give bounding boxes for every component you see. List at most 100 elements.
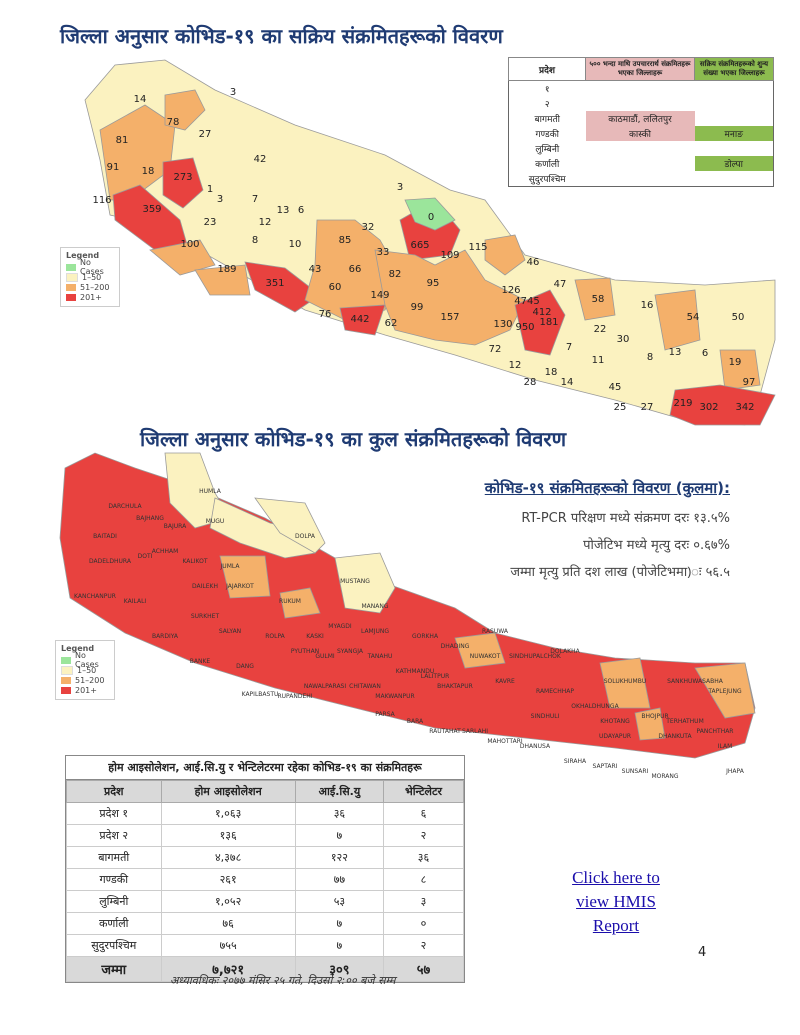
- district-name-label: NAWALPARASI: [304, 683, 346, 690]
- district-active-count-label: 109: [440, 250, 459, 261]
- district-name-label: JHAPA: [725, 768, 745, 775]
- district-active-count-label: 6: [298, 205, 304, 216]
- district-name-label: BAITADI: [93, 533, 117, 540]
- table-row: बागमती काठमाडौं, ललितपुर: [509, 111, 774, 126]
- district-active-count-label: 76: [319, 309, 332, 320]
- table-cell: ८: [383, 868, 464, 891]
- district-active-count-label: 16: [641, 300, 654, 311]
- district-name-label: BARDIYA: [152, 633, 179, 640]
- table-cell: गण्डकी: [535, 130, 559, 140]
- district-name-label: TAPLEJUNG: [707, 688, 742, 695]
- district-name-label: KAPILBASTU: [242, 691, 279, 698]
- district-active-count-label: 3: [230, 87, 236, 98]
- table-cell: ७५५: [160, 934, 296, 957]
- legend-item: No Cases: [66, 258, 114, 276]
- table-row: लुम्बिनी १,०५२ ५३ ३: [66, 890, 464, 913]
- region-total-mid: [279, 587, 321, 619]
- district-name-label: SIRAHA: [564, 758, 587, 765]
- district-name-label: KAILALI: [124, 598, 147, 605]
- district-name-label: MORANG: [651, 773, 678, 780]
- district-name-label: SALYAN: [219, 628, 241, 635]
- table-cell: प्रदेश २: [66, 824, 162, 847]
- table-cell: २६१: [160, 868, 296, 891]
- district-active-count-label: 12: [509, 360, 522, 371]
- district-name-label: DHANUSA: [520, 743, 551, 750]
- table-cell: बागमती: [534, 115, 560, 125]
- district-name-label: KHOTANG: [600, 718, 630, 725]
- table-row: कर्णाली ७६ ७ ०: [66, 912, 464, 935]
- district-active-count-label: 116: [92, 195, 111, 206]
- district-name-label: LAMJUNG: [361, 628, 389, 635]
- district-active-count-label: 19: [729, 357, 742, 368]
- region-active-high: [339, 304, 386, 336]
- table-cell: [586, 156, 695, 171]
- region-active-mid: [149, 239, 216, 276]
- district-name-label: GORKHA: [412, 633, 439, 640]
- table-cell: कर्णाली: [66, 912, 162, 935]
- district-name-label: BHAKTAPUR: [437, 683, 473, 690]
- district-name-label: OKHALDHUNGA: [571, 703, 619, 710]
- district-name-label: SUNSARI: [622, 768, 649, 775]
- legend-item: 201+: [61, 685, 109, 695]
- legend-item: 201+: [66, 292, 114, 302]
- district-name-label: GULMI: [315, 653, 335, 660]
- district-active-count-label: 91: [107, 162, 120, 173]
- district-name-label: TERHATHUM: [665, 718, 704, 725]
- table-header: प्रदेश: [66, 780, 162, 803]
- district-name-label: LALITPUR: [421, 673, 450, 680]
- region-active-mid: [304, 219, 401, 321]
- district-active-count-label: 8: [252, 235, 258, 246]
- legend-title: Legend: [66, 251, 100, 260]
- district-active-count-label: 13: [277, 205, 290, 216]
- district-active-count-label: 66: [349, 264, 362, 275]
- district-name-label: DAILEKH: [192, 583, 218, 590]
- table-cell: ७: [294, 912, 385, 935]
- district-active-count-label: 22: [594, 324, 607, 335]
- region-active-high: [669, 384, 776, 426]
- district-active-count-label: 3: [217, 194, 223, 205]
- district-name-label: DARCHULA: [108, 503, 142, 510]
- district-name-label: PANCHTHAR: [697, 728, 734, 735]
- district-name-label: DOLAKHA: [550, 648, 580, 655]
- table-cell: [586, 171, 695, 187]
- region-total-mid: [219, 555, 271, 599]
- legend-item: 51–200: [61, 675, 109, 685]
- table-cell: लुम्बिनी: [535, 145, 560, 155]
- table-cell: ६: [383, 802, 464, 825]
- district-active-count-label: 1: [207, 184, 213, 195]
- district-name-label: BARA: [407, 718, 424, 725]
- table-header: आई.सि.यु: [294, 780, 385, 803]
- region-active-high: [514, 289, 566, 356]
- district-active-count-label: 18: [545, 367, 558, 378]
- district-active-count-label: 412: [532, 307, 551, 318]
- hmis-report-link[interactable]: Click here to view HMIS Report: [572, 868, 660, 935]
- table-row: प्रदेश १ १,०६३ ३६ ६: [66, 802, 464, 825]
- summary-line: जम्मा मृत्यु प्रति दश लाख (पोजेटिभमा)ः ५…: [510, 565, 730, 580]
- district-active-count-label: 14: [134, 94, 147, 105]
- table-row: गण्डकी कास्की मनाङ: [509, 126, 774, 141]
- district-name-label: BAJHANG: [136, 515, 164, 522]
- district-name-label: MYAGDI: [328, 623, 352, 630]
- legend-swatch: [66, 272, 78, 282]
- legend-swatch: [66, 283, 76, 291]
- table-header: प्रदेश: [508, 57, 586, 81]
- table-cell: डोल्पा: [694, 156, 774, 171]
- district-name-label: DOLPA: [295, 533, 316, 540]
- table-cell: १,०५२: [160, 890, 296, 913]
- district-active-count-label: 359: [142, 204, 161, 215]
- district-name-label: SANKHUWASABHA: [667, 678, 724, 685]
- update-footnote: अध्यावधिकः २०७७ मंसिर २५ गते, दिउसो २:००…: [170, 974, 396, 987]
- region-total-mid: [599, 657, 651, 709]
- table-header: सक्रिय संक्रमितहरूको शुन्य संख्या भएका ज…: [694, 57, 774, 81]
- table-total-row: जम्मा ७,७२१ ३०९ ५७: [66, 956, 464, 982]
- district-name-label: SARLAHI: [462, 728, 488, 735]
- legend-swatch: [66, 293, 76, 301]
- district-active-count-label: 62: [385, 318, 398, 329]
- table-header: भेन्टिलेटर: [383, 780, 464, 803]
- region-total-mid: [694, 662, 756, 719]
- district-active-count-label: 6: [702, 348, 708, 359]
- district-active-count-label: 665: [410, 240, 429, 251]
- active-map-legend: Legend No Cases 1–50 51–200 201+: [60, 247, 120, 307]
- legend-swatch: [61, 656, 71, 664]
